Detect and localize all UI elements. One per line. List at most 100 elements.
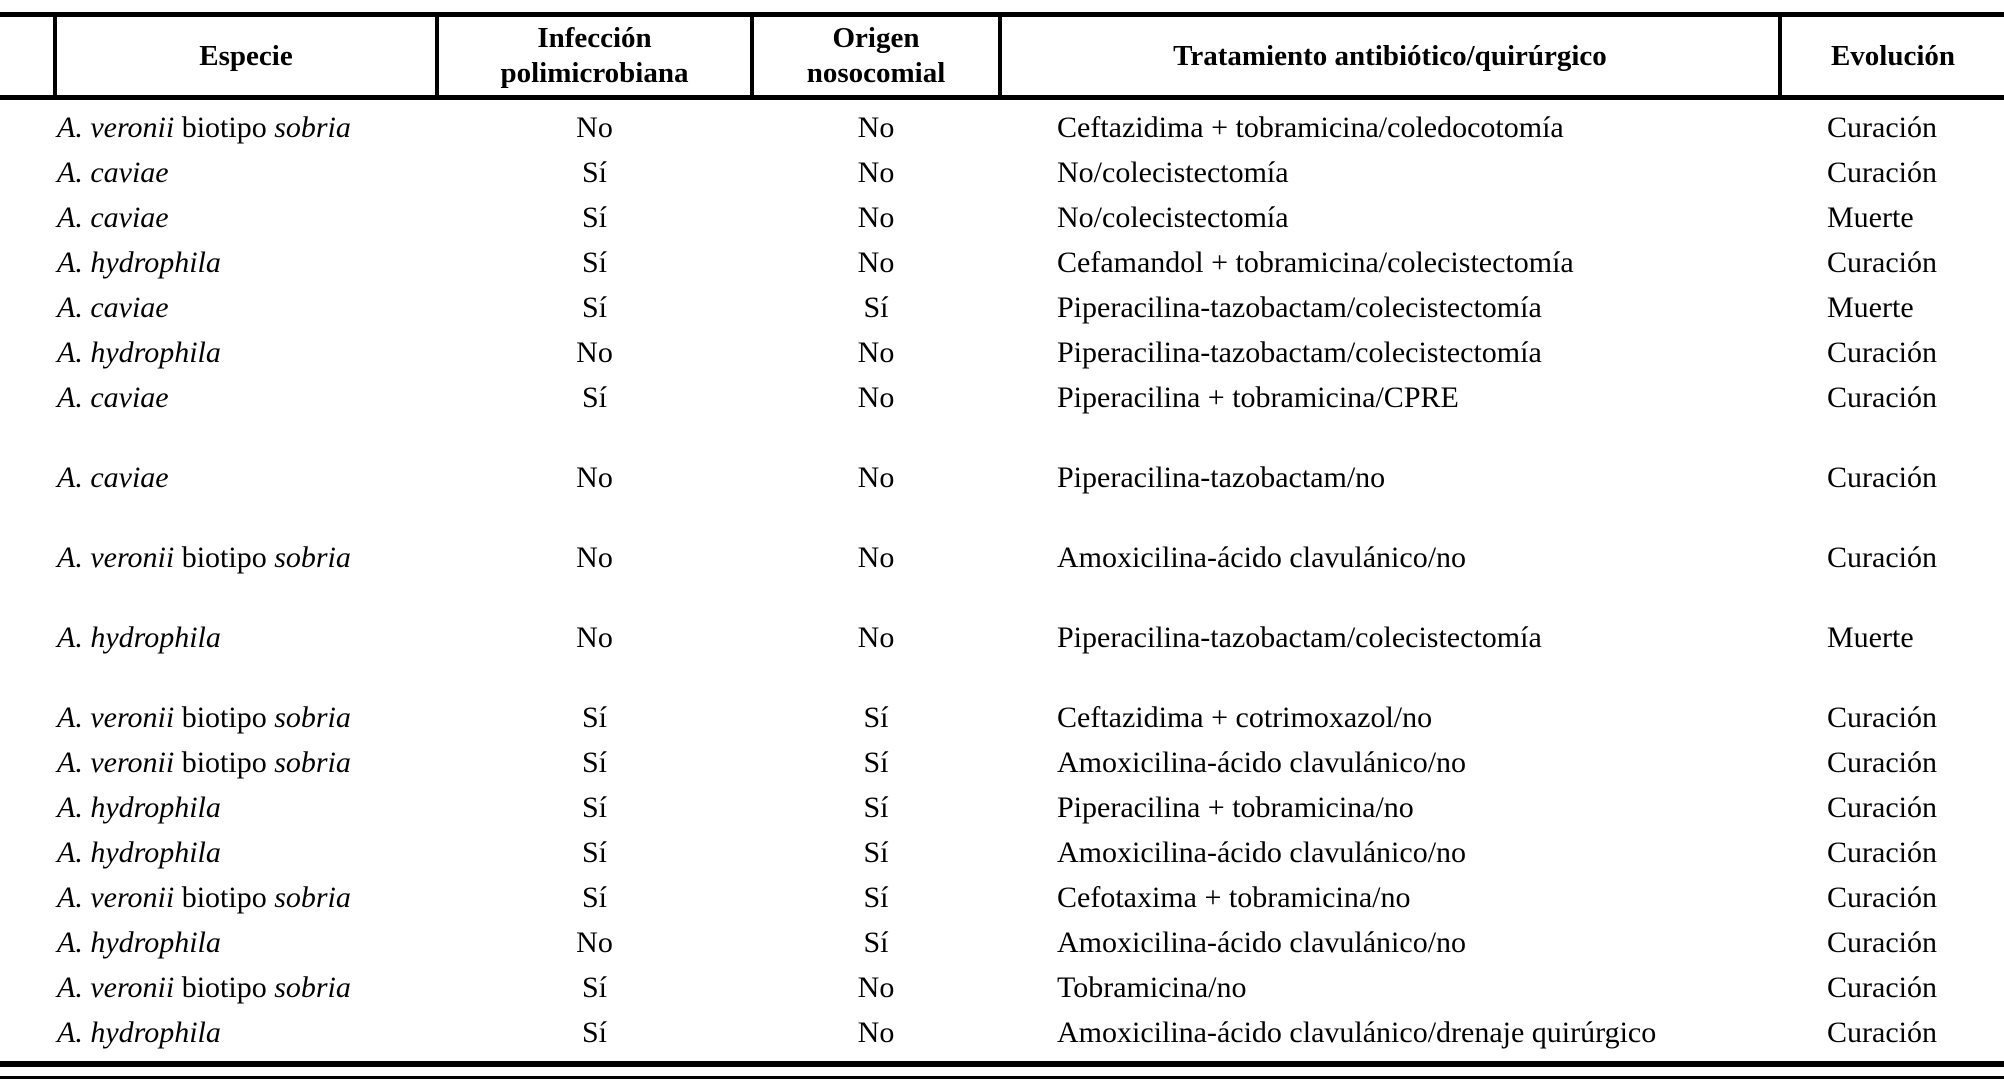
cell-tratamiento: No/colecistectomía bbox=[1057, 201, 1289, 234]
cell-origen-nosocomial: No bbox=[857, 111, 895, 144]
cell-rownum bbox=[0, 456, 55, 501]
group-gap-row bbox=[0, 661, 2004, 696]
especie-part: sobria bbox=[274, 971, 351, 1004]
cell-evolucion: Curación bbox=[1827, 111, 1937, 144]
col-header-infeccion-line1: Infección bbox=[537, 22, 652, 54]
spacer-row-cell bbox=[0, 98, 2004, 106]
cell-origen-nosocomial: Sí bbox=[863, 291, 889, 324]
cell-origen-nosocomial: No bbox=[857, 156, 895, 189]
group-gap-row bbox=[0, 581, 2004, 616]
cell-infeccion-polimicrobiana: Sí bbox=[581, 246, 608, 279]
col-header-infeccion: Infección polimicrobiana bbox=[435, 14, 752, 100]
cell-rownum bbox=[0, 921, 55, 966]
cell-infeccion-polimicrobiana: No bbox=[576, 541, 613, 574]
especie-part: A. caviae bbox=[57, 381, 169, 414]
cell-evolucion: Muerte bbox=[1827, 291, 1914, 324]
cell-tratamiento: Amoxicilina-ácido clavulánico/no bbox=[1057, 541, 1467, 574]
col-header-evolucion-label: Evolución bbox=[1830, 39, 1956, 72]
cell-tratamiento: Piperacilina-tazobactam/colecistectomía bbox=[1057, 336, 1542, 369]
especie-part: sobria bbox=[274, 746, 351, 779]
cell-rownum bbox=[0, 331, 55, 376]
table-row: A. hydrophila Sí No Amoxicilina-ácido clavu… bbox=[0, 1011, 2004, 1056]
col-header-tratamiento: Tratamiento antibiótico/quirúrgico bbox=[998, 14, 1780, 100]
cell-especie: A. veronii biotipo sobria bbox=[55, 966, 437, 1011]
cell-tratamiento: No/colecistectomía bbox=[1057, 156, 1289, 189]
cell-tratamiento: Piperacilina + tobramicina/CPRE bbox=[1057, 381, 1459, 414]
table-row: A. hydrophila Sí Sí Piperacilina + tobramic… bbox=[0, 786, 2004, 831]
table-body: A. veronii biotipo sobria No No Ceftazidima… bbox=[0, 98, 2004, 1056]
table-row: A. hydrophila No No Piperacilina-tazobactam… bbox=[0, 616, 2004, 661]
cell-tratamiento: Tobramicina/no bbox=[1057, 971, 1247, 1004]
cell-especie: A. veronii biotipo sobria bbox=[55, 741, 437, 786]
cell-evolucion: Curación bbox=[1827, 971, 1937, 1004]
cell-especie: A. hydrophila bbox=[55, 831, 437, 876]
cell-especie: A. hydrophila bbox=[55, 241, 437, 286]
cell-tratamiento: Ceftazidima + tobramicina/coledocotomía bbox=[1057, 111, 1564, 144]
cell-infeccion-polimicrobiana: No bbox=[576, 111, 613, 144]
cell-origen-nosocomial: No bbox=[857, 1016, 895, 1049]
cell-origen-nosocomial: Sí bbox=[863, 746, 889, 779]
cell-evolucion: Curación bbox=[1827, 701, 1937, 734]
especie-part: A. hydrophila bbox=[57, 926, 221, 959]
cell-rownum bbox=[0, 196, 55, 241]
especie-part: A. veronii bbox=[57, 746, 175, 779]
cell-infeccion-polimicrobiana: Sí bbox=[581, 201, 608, 234]
cell-rownum bbox=[0, 241, 55, 286]
group-gap-row bbox=[0, 501, 2004, 536]
table-row: A. caviae Sí Sí Piperacilina-tazobactam/col… bbox=[0, 286, 2004, 331]
cell-tratamiento: Ceftazidima + cotrimoxazol/no bbox=[1057, 701, 1433, 734]
cell-rownum bbox=[0, 151, 55, 196]
especie-part: A. veronii bbox=[57, 541, 175, 574]
table-row: A. hydrophila No Sí Amoxicilina-ácido clavu… bbox=[0, 921, 2004, 966]
cell-especie: A. caviae bbox=[55, 196, 437, 241]
especie-part: sobria bbox=[274, 111, 351, 144]
cell-especie: A. hydrophila bbox=[55, 616, 437, 661]
table-row: A. hydrophila No No Piperacilina-tazobactam… bbox=[0, 331, 2004, 376]
col-header-infeccion-line2: polimicrobiana bbox=[500, 57, 689, 89]
especie-part: biotipo bbox=[181, 111, 267, 144]
cell-rownum bbox=[0, 616, 55, 661]
especie-part: sobria bbox=[274, 541, 351, 574]
table-row: A. hydrophila Sí No Cefamandol + tobramicin… bbox=[0, 241, 2004, 286]
especie-part: sobria bbox=[274, 701, 351, 734]
table-row: A. veronii biotipo sobria Sí Sí Amoxicilina… bbox=[0, 741, 2004, 786]
cell-infeccion-polimicrobiana: Sí bbox=[581, 381, 608, 414]
cell-infeccion-polimicrobiana: No bbox=[576, 461, 613, 494]
col-header-origen-line2: nosocomial bbox=[806, 57, 946, 89]
cell-evolucion: Curación bbox=[1827, 881, 1937, 914]
cell-origen-nosocomial: No bbox=[857, 201, 895, 234]
especie-part: A. hydrophila bbox=[57, 1016, 221, 1049]
cell-rownum bbox=[0, 376, 55, 421]
col-header-evolucion: Evolución bbox=[1778, 14, 2004, 100]
cell-especie: A. veronii biotipo sobria bbox=[55, 696, 437, 741]
col-header-tratamiento-label: Tratamiento antibiótico/quirúrgico bbox=[1173, 39, 1607, 72]
table-row: A. veronii biotipo sobria No No Amoxicilina… bbox=[0, 536, 2004, 581]
table-row: A. veronii biotipo sobria Sí Sí Cefotaxima … bbox=[0, 876, 2004, 921]
especie-part: A. hydrophila bbox=[57, 836, 221, 869]
especie-part: biotipo bbox=[181, 541, 267, 574]
cell-infeccion-polimicrobiana: Sí bbox=[581, 1016, 608, 1049]
cell-especie: A. hydrophila bbox=[55, 1011, 437, 1056]
col-header-especie-label: Especie bbox=[199, 39, 293, 72]
cell-infeccion-polimicrobiana: Sí bbox=[581, 881, 608, 914]
especie-part: A. hydrophila bbox=[57, 791, 221, 824]
especie-part: A. veronii bbox=[57, 111, 175, 144]
spacer-row bbox=[0, 98, 2004, 106]
cell-especie: A. hydrophila bbox=[55, 331, 437, 376]
especie-part: A. caviae bbox=[57, 291, 169, 324]
cell-origen-nosocomial: No bbox=[857, 336, 895, 369]
group-gap-row-cell bbox=[0, 581, 2004, 616]
cell-evolucion: Curación bbox=[1827, 541, 1937, 574]
cell-evolucion: Curación bbox=[1827, 836, 1937, 869]
especie-part: A. hydrophila bbox=[57, 621, 221, 654]
cell-tratamiento: Cefamandol + tobramicina/colecistectomía bbox=[1057, 246, 1574, 279]
group-gap-row-cell bbox=[0, 421, 2004, 456]
cell-rownum bbox=[0, 741, 55, 786]
cell-origen-nosocomial: Sí bbox=[863, 791, 889, 824]
cell-infeccion-polimicrobiana: No bbox=[576, 336, 613, 369]
table-bottom-double-rule bbox=[0, 1060, 2004, 1079]
cell-rownum bbox=[0, 106, 55, 151]
cell-tratamiento: Amoxicilina-ácido clavulánico/no bbox=[1057, 926, 1467, 959]
cell-evolucion: Curación bbox=[1827, 1016, 1937, 1049]
